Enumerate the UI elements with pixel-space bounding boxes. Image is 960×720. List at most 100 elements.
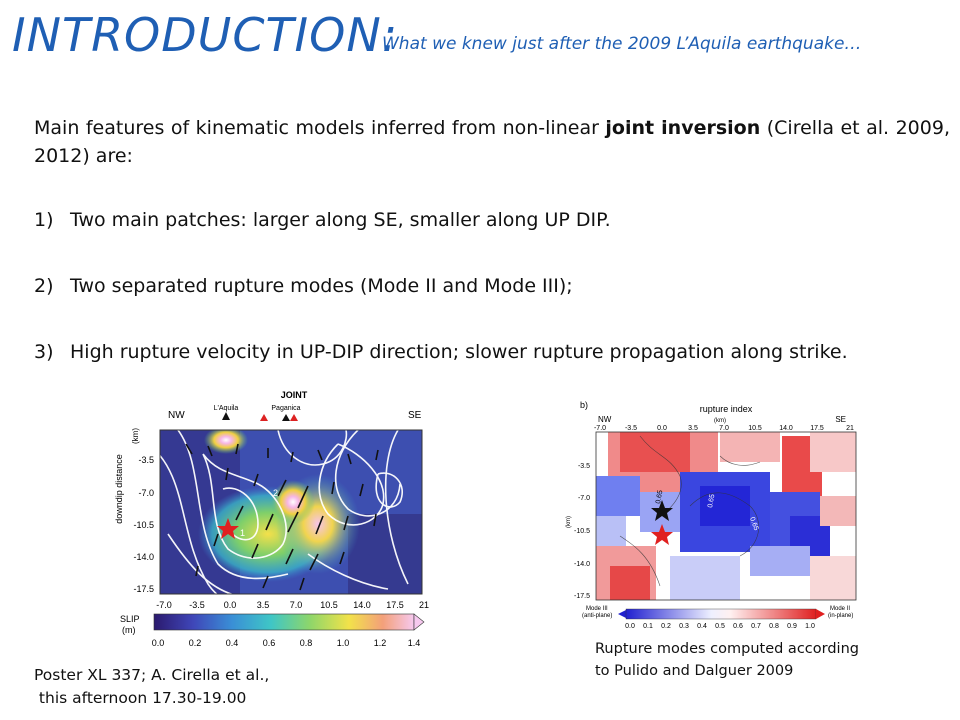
colorbar-tick: 0.8 (300, 638, 313, 648)
black-star (651, 500, 673, 521)
colorbar-tick: 0.8 (769, 623, 779, 630)
list-text: Two main patches: larger along SE, small… (70, 209, 611, 231)
mode2-sublabel: (in-plane) (828, 613, 853, 619)
triangle-marker (260, 414, 268, 421)
list-item: 2) Two separated rupture modes (Mode II … (34, 272, 950, 300)
colorbar-tick: 1.0 (805, 623, 815, 630)
x-tick-label: 14.0 (779, 425, 793, 432)
x-tick-label: 0.0 (224, 600, 237, 610)
y-tick-label: -10.5 (574, 528, 590, 535)
y-tick-label: -10.5 (133, 520, 154, 530)
colorbar-tick: 1.2 (374, 638, 387, 648)
colorbar-tick: 0.2 (661, 623, 671, 630)
x-unit-label: (km) (714, 418, 726, 424)
mode2-label: Mode II (830, 606, 850, 612)
colorbar-tick: 1.0 (337, 638, 350, 648)
x-tick-label: 21 (419, 600, 429, 610)
colorbar-tick: 0.0 (625, 623, 635, 630)
rupture-colorbar (625, 608, 817, 620)
x-tick-label: 7.0 (719, 425, 729, 432)
x-tick-label: 21 (846, 425, 854, 432)
poster-reference: Poster XL 337; A. Cirella et al., this a… (34, 664, 269, 710)
y-tick-label: -14.0 (133, 552, 154, 562)
mode3-label: Mode III (586, 606, 608, 612)
y-axis-label: downdip distance (114, 454, 124, 524)
nw-label: NW (598, 415, 612, 424)
contour-label: 1 (240, 528, 245, 538)
y-tick-label: -3.5 (578, 463, 590, 470)
rupture-index-title: rupture index (700, 404, 753, 414)
y-tick-label: -7.0 (578, 495, 590, 502)
y-tick-label: -14.0 (574, 561, 590, 568)
x-tick-label: -7.0 (594, 425, 606, 432)
y-tick-label: -7.0 (138, 488, 154, 498)
paganica-marker (282, 414, 290, 421)
x-tick-label: 17.5 (386, 600, 404, 610)
contour-label: 0.65 (707, 494, 716, 509)
slip-map-frame (159, 429, 423, 595)
intro-text-after: (Cirella et al. 2009, 2012) are: (34, 117, 950, 167)
contour-label: 0.65 (748, 516, 759, 531)
rupture-map-frame (595, 431, 857, 601)
colorbar-unit: (m) (122, 625, 136, 635)
x-tick-label: -7.0 (156, 600, 172, 610)
x-tick-label: 10.5 (320, 600, 338, 610)
colorbar-tick: 0.9 (787, 623, 797, 630)
poster-line: Poster XL 337; A. Cirella et al., (34, 666, 270, 684)
list-text: High rupture velocity in UP-DIP directio… (70, 341, 848, 363)
y-tick-label: -3.5 (138, 455, 154, 465)
colorbar-tick: 0.6 (733, 623, 743, 630)
colorbar-tick: 0.4 (697, 623, 707, 630)
slip-model-figure: JOINT NW SE L'Aquila Paganica (114, 390, 429, 648)
colorbar-tick: 0.1 (643, 623, 653, 630)
colorbar-tick: 0.4 (226, 638, 239, 648)
x-tick-label: 0.0 (657, 425, 667, 432)
hypocenter-star (651, 524, 673, 545)
x-tick-label: 3.5 (257, 600, 270, 610)
contour-label: 0.65 (655, 490, 664, 505)
colorbar-tick: 0.7 (751, 623, 761, 630)
colorbar-tick: 1.4 (408, 638, 421, 648)
intro-text-before: Main features of kinematic models inferr… (34, 117, 606, 139)
mode3-sublabel: (anti-plane) (582, 613, 612, 619)
hypocenter-star (217, 518, 239, 539)
slip-colorbar (153, 613, 415, 631)
colorbar-label: SLIP (120, 614, 140, 624)
x-tick-label: 7.0 (290, 600, 303, 610)
laquila-label: L'Aquila (214, 405, 239, 412)
colorbar-tick: 0.2 (189, 638, 202, 648)
intro-paragraph: Main features of kinematic models inferr… (34, 114, 950, 170)
caption-line: to Pulido and Dalguer 2009 (595, 663, 794, 679)
se-label: SE (408, 410, 422, 421)
y-tick-label: -17.5 (574, 593, 590, 600)
slide-title: INTRODUCTION: (12, 8, 399, 62)
x-tick-label: 10.5 (748, 425, 762, 432)
list-item: 1) Two main patches: larger along SE, sm… (34, 206, 950, 234)
colorbar-tick: 0.0 (152, 638, 165, 648)
y-unit-label: (km) (566, 516, 572, 528)
joint-label: JOINT (281, 390, 308, 400)
list-number: 2) (34, 275, 54, 297)
se-label: SE (835, 415, 846, 424)
list-item: 3) High rupture velocity in UP-DIP direc… (34, 338, 950, 366)
rupture-cells (596, 432, 856, 600)
laquila-marker (222, 412, 230, 420)
x-tick-label: -3.5 (625, 425, 637, 432)
triangle-marker (290, 414, 298, 421)
y-unit-label: (km) (131, 428, 140, 444)
paganica-label: Paganica (271, 405, 300, 412)
x-tick-label: 3.5 (688, 425, 698, 432)
colorbar-tick: 0.5 (715, 623, 725, 630)
slide-subtitle: What we knew just after the 2009 L’Aquil… (382, 34, 862, 54)
rupture-caption: Rupture modes computed according to Puli… (595, 638, 859, 682)
intro-bold: joint inversion (605, 117, 761, 139)
caption-line: Rupture modes computed according (595, 641, 859, 657)
poster-line: this afternoon 17.30-19.00 (34, 689, 247, 707)
colorbar-tick: 0.3 (679, 623, 689, 630)
list-number: 3) (34, 341, 54, 363)
rake-arrows (185, 443, 379, 591)
contour-label: 2 (273, 488, 278, 498)
rupture-index-figure: b) rupture index NW SE (km) -7.0 -3.5 0.… (566, 400, 857, 630)
list-text: Two separated rupture modes (Mode II and… (70, 275, 573, 297)
y-tick-label: -17.5 (133, 584, 154, 594)
